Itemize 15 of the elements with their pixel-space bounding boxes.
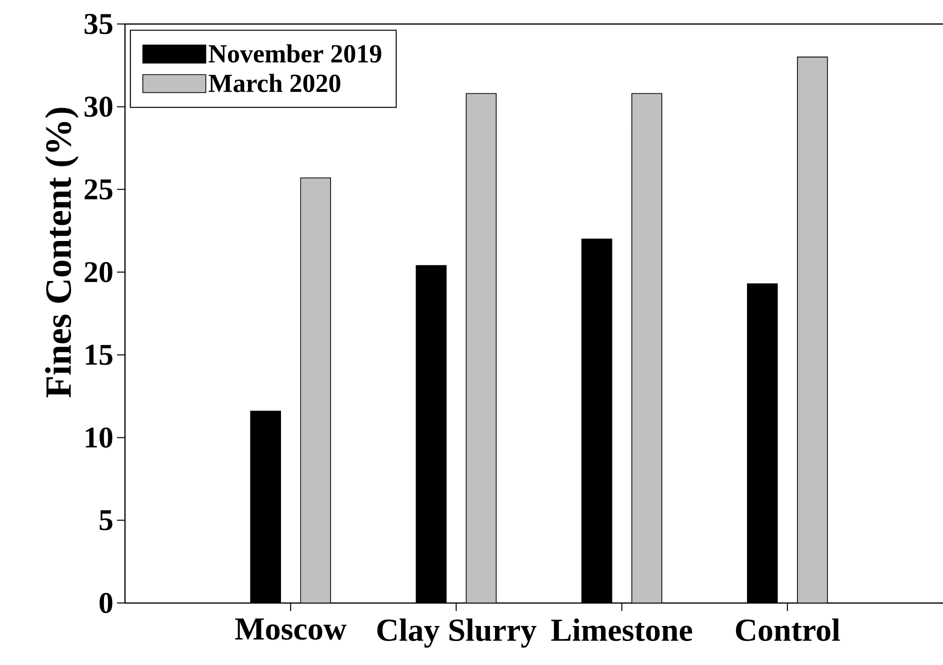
y-tick-label: 30 — [84, 96, 112, 117]
y-axis-title: Fines Content (%) — [45, 108, 79, 398]
legend-label: March 2020 — [208, 74, 340, 92]
y-tick-label: 10 — [86, 427, 112, 448]
x-tick-label: Limestone — [551, 618, 692, 642]
y-tick-label: 20 — [84, 262, 112, 282]
y-tick-label: 35 — [84, 14, 112, 34]
y-tick-label: 25 — [84, 179, 112, 200]
x-tick-label: Control — [736, 618, 840, 642]
x-tick-label: Moscow — [235, 618, 346, 640]
legend-label: November 2019 — [208, 44, 382, 63]
y-tick-label: 0 — [100, 592, 112, 614]
y-tick-label: 15 — [86, 344, 112, 365]
x-tick-label: Clay Slurry — [377, 618, 536, 648]
y-tick-label: 5 — [100, 510, 112, 530]
